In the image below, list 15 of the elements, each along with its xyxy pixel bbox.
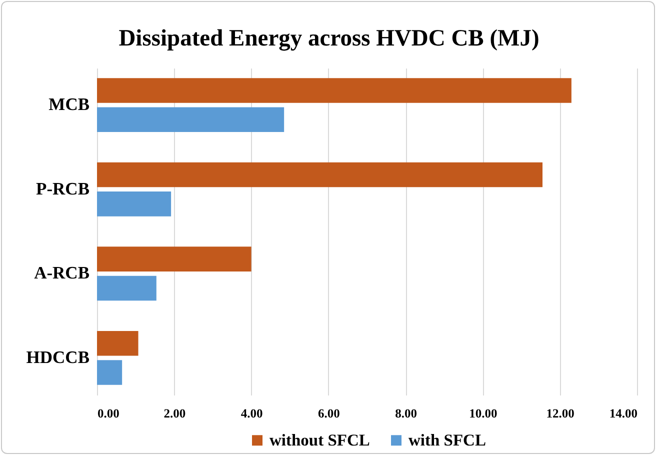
x-tick-label: 0.00 <box>98 406 120 420</box>
x-tick-label: 4.00 <box>240 406 263 420</box>
legend-label: with SFCL <box>408 430 486 450</box>
y-tick-label: A-RCB <box>34 262 90 283</box>
chart-title: Dissipated Energy across HVDC CB (MJ) <box>118 26 540 52</box>
x-tick-label: 8.00 <box>395 406 418 420</box>
x-tick-label: 2.00 <box>164 406 186 420</box>
x-tick-label: 10.00 <box>469 406 498 420</box>
y-tick-label: MCB <box>48 94 90 114</box>
x-tick-label: 12.00 <box>546 406 574 420</box>
legend-label: without SFCL <box>270 430 370 450</box>
y-tick-label: P-RCB <box>36 178 90 198</box>
x-tick-label: 14.00 <box>609 406 638 420</box>
y-tick-label: HDCCB <box>26 346 90 367</box>
x-tick-label: 6.00 <box>318 406 340 420</box>
